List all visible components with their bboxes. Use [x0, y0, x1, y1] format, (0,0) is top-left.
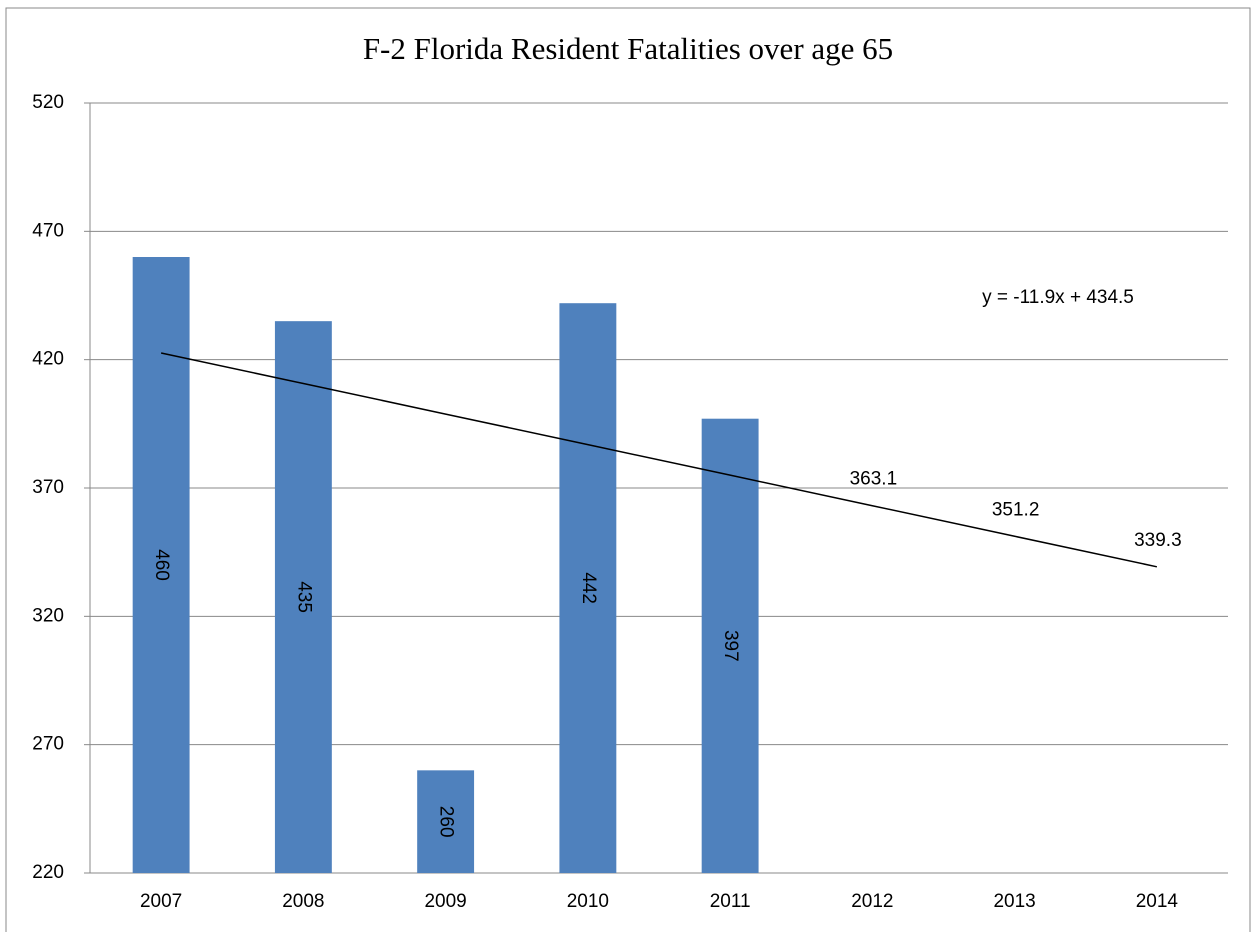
- y-tick-label: 270: [32, 734, 64, 755]
- bar-value-label: 260: [436, 806, 457, 838]
- x-tick-label: 2007: [140, 891, 182, 912]
- y-tick-label: 420: [32, 349, 64, 370]
- x-tick-label: 2014: [1136, 891, 1179, 912]
- trend-value-label: 363.1: [850, 469, 898, 490]
- x-tick-label: 2011: [710, 891, 751, 912]
- bar: [274, 321, 332, 874]
- x-tick-label: 2008: [282, 891, 324, 912]
- y-tick-label: 370: [32, 477, 64, 498]
- y-tick-label: 220: [32, 862, 64, 883]
- bar-value-label: 435: [293, 581, 314, 613]
- x-tick-label: 2012: [851, 891, 893, 912]
- trend-value-label: 351.2: [992, 499, 1040, 520]
- bar: [559, 303, 617, 873]
- y-tick-label: 320: [32, 605, 64, 626]
- bar: [701, 418, 759, 873]
- x-tick-label: 2010: [567, 891, 609, 912]
- bar: [132, 257, 190, 873]
- y-tick-label: 520: [32, 92, 64, 113]
- bar-value-label: 442: [578, 572, 599, 604]
- trendline-equation: y = -11.9x + 434.5: [982, 287, 1134, 308]
- trend-value-label: 339.3: [1134, 530, 1182, 551]
- x-tick-label: 2013: [993, 891, 1035, 912]
- chart-title: F-2 Florida Resident Fatalities over age…: [363, 31, 893, 66]
- bar: [417, 770, 475, 873]
- bar-value-label: 460: [151, 549, 172, 581]
- y-tick-label: 470: [32, 220, 64, 241]
- chart-border: [5, 7, 1251, 932]
- trend-line: [160, 352, 1158, 568]
- x-tick-label: 2009: [424, 891, 466, 912]
- bar-value-label: 397: [720, 630, 741, 662]
